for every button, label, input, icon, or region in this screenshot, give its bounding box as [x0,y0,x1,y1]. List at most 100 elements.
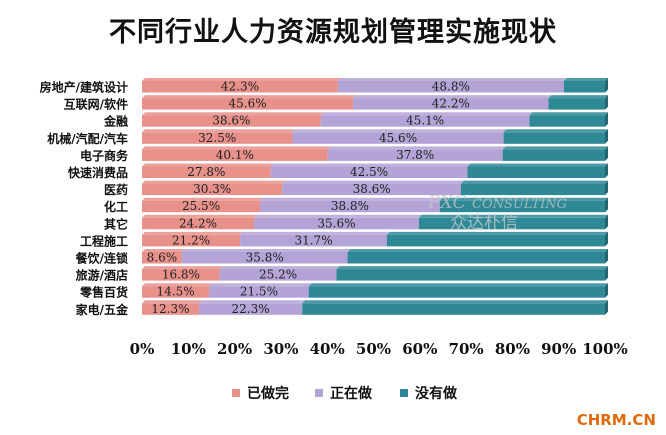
bar-top-face [548,95,608,99]
bar-top-face [142,129,296,133]
bar-top-face [563,78,608,81]
data-label: 22.3% [232,302,270,316]
bar-segment [142,81,338,93]
data-label: 38.6% [212,114,250,128]
legend: 已做完 正在做 没有做 [232,385,458,402]
x-tick-label: 20% [217,340,252,358]
data-label: 42.5% [350,165,388,179]
bar-top-face [327,146,506,150]
bar-top-face [302,300,608,304]
bar-top-face [308,283,608,287]
bar-top-face [529,112,608,116]
bar-segment [142,303,199,315]
x-tick-label: 40% [310,340,345,358]
bar-top-face [142,197,264,201]
bar-side-face [605,129,608,144]
bar-segment [142,183,283,196]
bar-top-face [461,180,608,184]
data-label: 30.3% [193,182,231,196]
bar-top-face [142,266,223,270]
category-label: 房地产/建筑设计 [40,80,128,95]
bar-top-face [142,112,324,116]
category-label: 其它 [104,216,128,231]
bar-top-face [282,180,465,184]
legend-swatch [315,389,323,397]
bar-segment [142,132,293,144]
x-tick-label: 80% [495,340,530,358]
bar-top-face [467,163,608,167]
bar-top-face [270,163,471,167]
bar-segment [142,286,210,298]
bar-side-face [605,214,608,230]
bar-segment [418,217,605,230]
bar-top-face [142,249,185,252]
bar-top-face [142,180,286,184]
x-tick-label: 100% [582,340,628,358]
bar-side-face [605,180,608,196]
category-labels: 房地产/建筑设计互联网/软件金融机械/汽配/汽车电子商务快速消费品医药化工其它工… [40,80,129,317]
bar-segment [347,252,605,264]
bar-segment [439,200,605,213]
category-label: 化工 [104,199,128,214]
data-label: 45.6% [229,97,267,111]
x-axis-ticks: 0% 10% 20% 30% 40% 50% 60% 70% 80% 90% 100% [130,340,628,358]
watermark-company: 众达朴信 [450,213,518,233]
bar-top-face [142,163,274,167]
bar-top-face [502,146,608,150]
bar-top-face [142,300,202,304]
bar-segment [181,252,348,264]
watermark-logo: PXC [427,192,467,213]
data-label: 16.8% [162,268,200,282]
x-tick-label: 70% [449,340,484,358]
data-label: 31.7% [294,233,332,247]
bar-side-face [605,112,608,127]
bar-segment [142,200,261,213]
bar-top-face [503,129,608,133]
bar-segment [336,269,605,281]
category-label: 互联网/软件 [64,97,128,112]
category-label: 金融 [103,114,128,129]
data-label: 42.2% [432,97,470,111]
data-label: 21.2% [172,233,210,247]
bar-top-face [142,231,244,235]
bar-side-face [605,78,608,93]
legend-label: 没有做 [415,385,458,402]
bar-segment [142,115,321,127]
bar-top-face [142,283,213,287]
bar-segment [142,269,220,281]
site-watermark: CHRM.CN [576,411,656,429]
data-label: 24.2% [179,216,217,230]
x-tick-label: 10% [171,340,206,358]
bar-segment [142,98,354,110]
bar-segment [548,98,605,110]
bar-side-face [605,146,608,161]
legend-label: 正在做 [330,385,373,402]
bar-top-face [336,266,608,270]
bar-segment [142,234,241,247]
x-tick-label: 0% [130,340,155,358]
legend-swatch [400,389,408,397]
bar-top-face [353,95,552,99]
bar-side-face [605,283,608,298]
data-label: 8.6% [147,251,178,265]
bar-side-face [605,95,608,110]
category-label: 旅游/酒店 [76,268,128,283]
bar-top-face [142,78,341,81]
data-label: 45.6% [379,131,417,145]
bar-segment [292,132,504,144]
category-label: 工程施工 [80,233,128,248]
bar-top-face [254,214,422,218]
watermark: PXC CONSULTING 众达朴信 [427,192,567,233]
bar-side-face [605,266,608,281]
x-tick-label: 50% [356,340,391,358]
bar-segment [198,303,303,315]
data-label: 48.8% [432,80,470,94]
bar-top-face [142,95,357,99]
category-label: 餐饮/连锁 [76,251,128,266]
data-label: 37.8% [396,148,434,162]
bar-segment [142,252,182,264]
bar-segment [386,234,605,247]
category-label: 家电/五金 [76,302,129,317]
data-label: 38.8% [331,199,369,213]
bar-top-face [320,112,533,116]
